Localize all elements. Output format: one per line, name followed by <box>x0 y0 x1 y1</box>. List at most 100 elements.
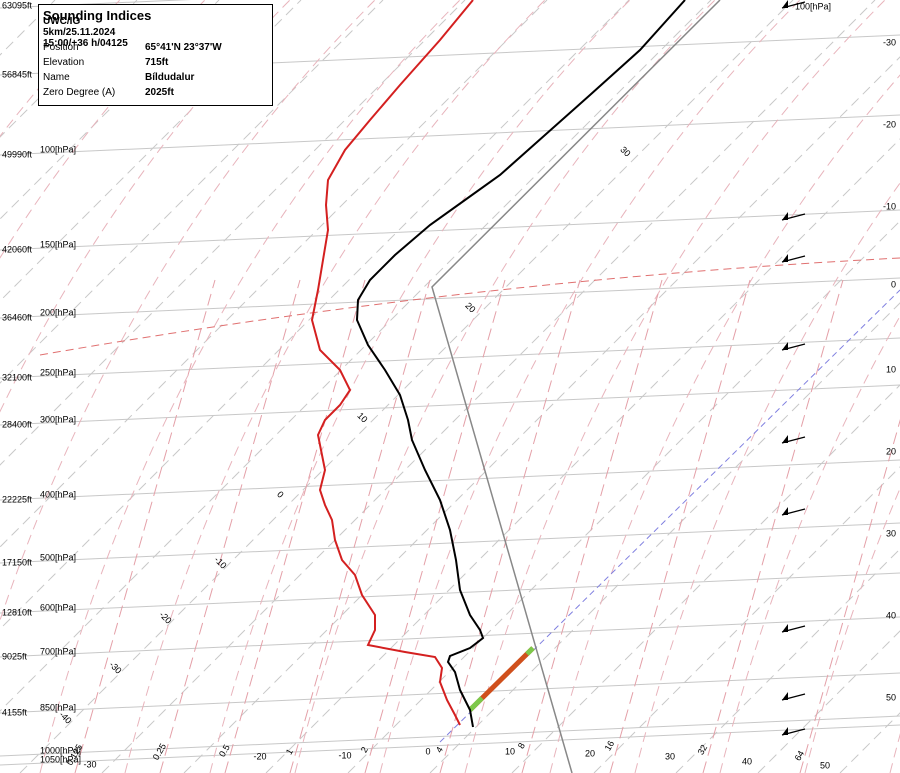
temperature-label: -30 <box>83 759 96 769</box>
pressure-label: 300[hPa] <box>40 414 76 424</box>
barb-flag <box>782 507 788 515</box>
pressure-label: 1000[hPa] <box>40 745 81 755</box>
temperature-label: 40 <box>742 756 752 766</box>
dry-adiabat <box>464 0 886 773</box>
info-row: Elevation 715ft <box>43 55 268 70</box>
temperature-label: -20 <box>253 751 266 761</box>
mixing-ratio-label: 2 <box>359 745 370 754</box>
pressure-label: 100[hPa] <box>40 144 76 154</box>
dewpoint-profile <box>310 0 474 726</box>
isobar <box>0 114 900 156</box>
dry-adiabat <box>379 0 801 773</box>
pressure-label: 700[hPa] <box>40 646 76 656</box>
isotherm <box>0 0 712 712</box>
isobar <box>0 277 900 319</box>
height-label: 32100ft <box>2 372 33 382</box>
height-label: 17150ft <box>2 557 33 567</box>
height-label: 56845ft <box>2 69 33 79</box>
isobar <box>0 0 178 9</box>
barb-flag <box>782 692 788 700</box>
temperature-label: -20 <box>883 119 896 129</box>
isotherm-label: 20 <box>463 300 477 314</box>
height-label: 49990ft <box>2 149 33 159</box>
mixing-ratio-label: 32 <box>696 743 710 757</box>
height-label: 36460ft <box>2 312 33 322</box>
info-label: Position <box>43 42 79 53</box>
info-title: Sounding Indices <box>43 8 152 23</box>
isotherm <box>0 0 630 630</box>
isobar <box>0 616 900 658</box>
isotherm-label: 0 <box>275 489 286 500</box>
mixing-ratio-label: 16 <box>603 739 617 753</box>
mixing-ratio-line <box>159 279 301 773</box>
isobar <box>0 337 900 379</box>
isotherm <box>19 0 794 773</box>
temperature-label: 40 <box>886 610 896 620</box>
info-value: 2025ft <box>145 87 174 98</box>
info-label: Elevation <box>43 57 85 68</box>
temperature-label: 30 <box>665 751 675 761</box>
barb-flag <box>782 727 788 735</box>
temperature-label: 0 <box>891 279 896 289</box>
temperature-label: -30 <box>883 37 896 47</box>
temperature-label: 20 <box>886 446 896 456</box>
isotherm <box>0 0 384 384</box>
info-value: 715ft <box>145 57 169 68</box>
info-row: Name Bíldudalur <box>43 70 268 85</box>
isotherm-label: -30 <box>107 659 123 675</box>
barb-flag <box>782 212 788 220</box>
mixing-ratio-label: 0.5 <box>217 743 232 759</box>
dry-adiabat <box>0 0 376 622</box>
height-label: 42060ft <box>2 244 33 254</box>
height-label: 28400ft <box>2 419 33 429</box>
info-subtitle: UWC/IG 5km/25.11.2024 15:00/+36 h/04125 <box>43 16 268 49</box>
mixing-ratio-label: 64 <box>793 749 807 763</box>
mixing-ratio-label: 1 <box>284 747 295 756</box>
mixing-ratio-line <box>799 419 900 773</box>
cape-segment-low <box>468 696 484 712</box>
temperature-label: 0 <box>425 746 430 756</box>
isotherm-label: -10 <box>212 554 228 570</box>
temperature-label: 50 <box>886 692 896 702</box>
isotherm <box>757 630 900 773</box>
pressure-label: 150[hPa] <box>40 239 76 249</box>
pressure-label: 850[hPa] <box>40 702 76 712</box>
mixing-ratio-line <box>702 279 844 773</box>
isobar <box>0 459 900 501</box>
isotherm-label: -20 <box>157 609 173 625</box>
info-label: Zero Degree (A) <box>43 87 116 98</box>
mixing-ratio-line <box>289 279 431 773</box>
info-label: Name <box>43 72 70 83</box>
mixing-ratio-label: 8 <box>516 741 527 750</box>
mixing-ratio-line <box>439 279 581 773</box>
mixing-ratio-line <box>224 279 366 773</box>
temperature-label: 50 <box>820 760 830 770</box>
temperature-label: 20 <box>585 748 595 758</box>
pressure-label: 400[hPa] <box>40 489 76 499</box>
height-label: 22225ft <box>2 494 33 504</box>
temperature-label: 30 <box>886 528 896 538</box>
isotherm <box>265 138 900 773</box>
info-value: Bíldudalur <box>145 72 195 83</box>
mixing-ratio-label: 4 <box>434 745 445 754</box>
barb-flag <box>782 342 788 350</box>
lcl-line <box>439 289 900 743</box>
pressure-label: 600[hPa] <box>40 602 76 612</box>
isotherm <box>0 0 302 302</box>
info-row: Zero Degree (A) 2025ft <box>43 85 268 100</box>
isotherm <box>0 0 220 220</box>
pressure-label: 1050[hPa] <box>40 754 81 764</box>
barb-flag <box>782 0 788 8</box>
pressure-label: 500[hPa] <box>40 552 76 562</box>
barb-flag <box>782 435 788 443</box>
height-label: 63095ft <box>2 0 33 10</box>
temperature-label: -10 <box>338 750 351 760</box>
temperature-label: -10 <box>883 201 896 211</box>
height-label: 4155ft <box>2 707 28 717</box>
freezing-line <box>39 257 900 356</box>
isobar <box>0 384 900 426</box>
dry-adiabat <box>0 0 291 413</box>
